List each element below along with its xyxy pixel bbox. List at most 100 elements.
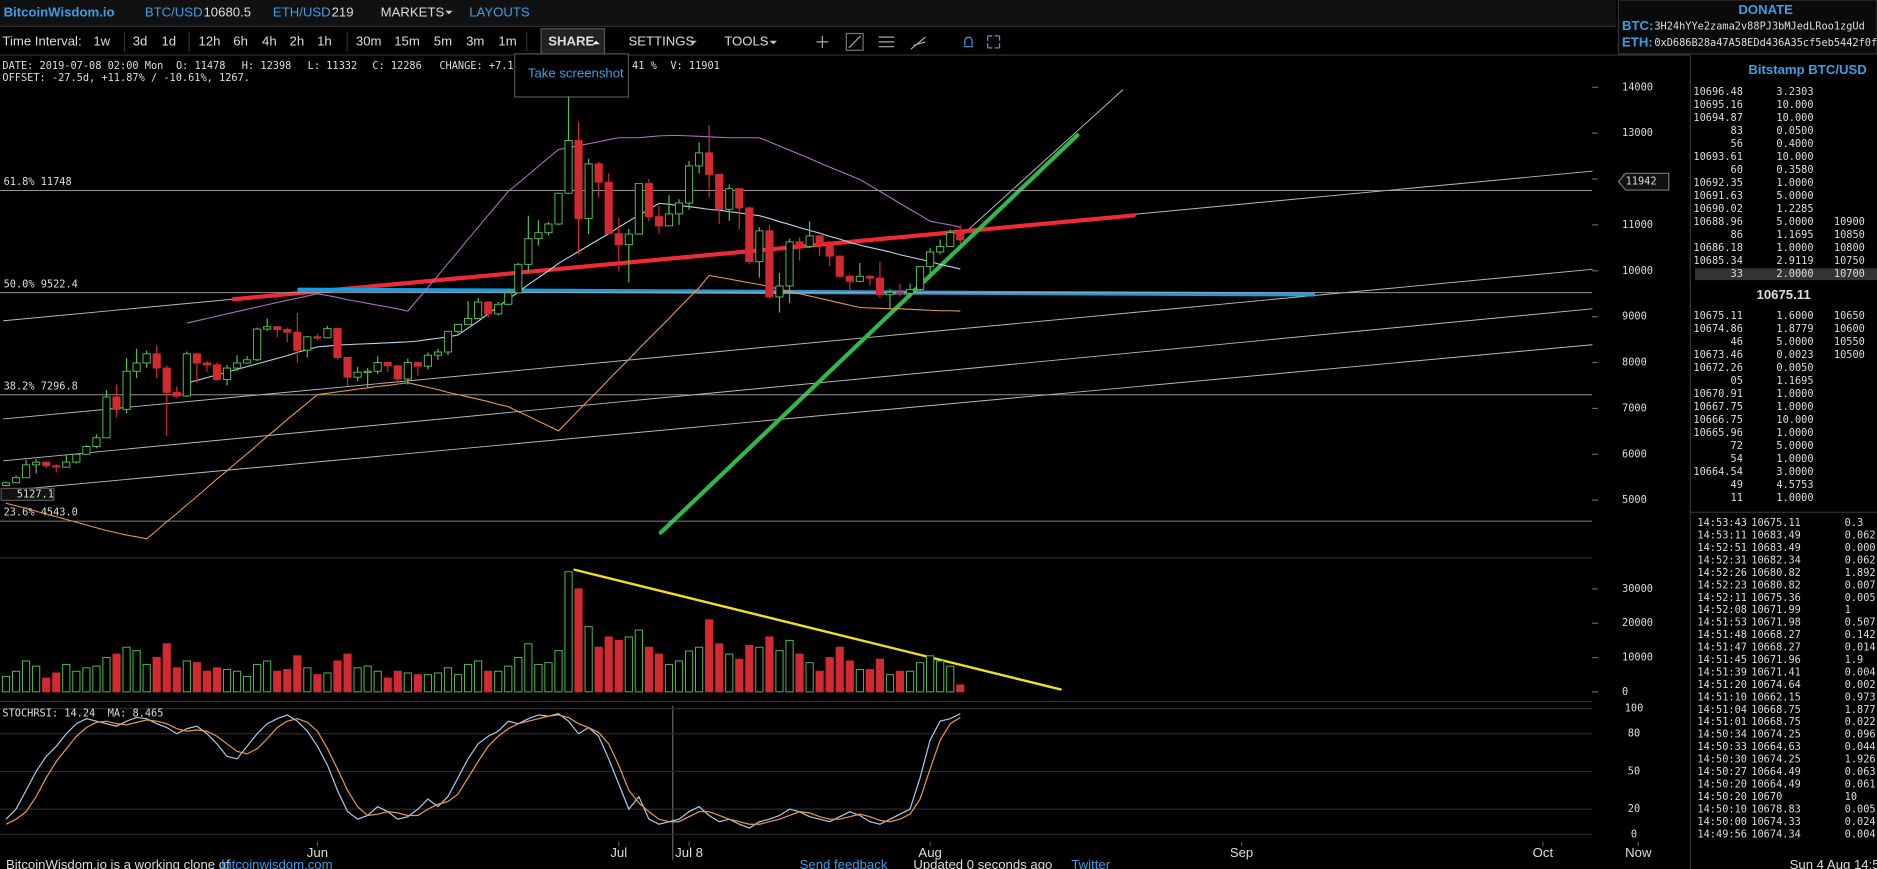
share-button[interactable]: SHARE	[548, 33, 594, 48]
x-tick-label: Sep	[1230, 845, 1253, 860]
interval-button[interactable]: 30m	[356, 33, 382, 48]
volume-bar	[916, 662, 925, 693]
icon-cross[interactable]	[816, 35, 829, 48]
last-price-tag-label: 11942	[1626, 176, 1657, 188]
highlight-row	[1695, 268, 1877, 281]
tool-icons[interactable]	[816, 32, 1001, 51]
ticker-pair[interactable]: ETH/USD	[273, 5, 331, 20]
candle-body	[293, 331, 302, 351]
interval-button[interactable]: 1h	[317, 33, 332, 48]
icon-fullscreen[interactable]	[986, 35, 1001, 49]
trade-time: 14:51:53	[1697, 617, 1747, 629]
stoch-ma-title: MA: 8.465	[108, 707, 164, 719]
logo[interactable]: BitcoinWisdom.io	[4, 5, 115, 20]
volume-bar	[534, 663, 543, 693]
trade-price: 10675.11	[1751, 517, 1801, 529]
stoch-tick-label: 80	[1628, 728, 1640, 740]
trend-line	[957, 89, 1124, 240]
interval-button[interactable]: 5m	[434, 33, 452, 48]
volume-bar	[905, 670, 915, 693]
orderbook-title: Bitstamp BTC/USD	[1748, 62, 1866, 77]
icon-alert[interactable]	[963, 36, 974, 48]
candle-body	[92, 437, 101, 447]
trade-time: 14:50:33	[1697, 741, 1747, 753]
candle-body	[805, 235, 814, 247]
book-price: 86	[1731, 229, 1743, 241]
interval-button[interactable]: 3d	[133, 33, 148, 48]
interval-button[interactable]: 1m	[498, 33, 516, 48]
interval-button[interactable]: 3m	[466, 33, 484, 48]
donate-address: 3H24hYYe2zama2v88PJ3bMJedLRoo1zgUd	[1654, 20, 1864, 32]
book-amount: 1.8779	[1776, 323, 1813, 335]
icon-fib[interactable]	[878, 36, 895, 48]
trade-amount: 0.044	[1845, 741, 1876, 753]
icon-pitchfork[interactable]	[910, 36, 926, 50]
tooltip-text[interactable]: Take screenshot	[528, 66, 624, 81]
footer-link[interactable]: Send feedback	[800, 857, 888, 869]
volume-bar	[584, 626, 593, 693]
volume-bar	[433, 672, 443, 693]
donate-box	[1617, 0, 1877, 55]
trade-amount: 0.3	[1845, 517, 1864, 529]
book-amount: 1.6000	[1776, 310, 1813, 322]
book-depth: 10800	[1834, 242, 1865, 254]
candle-body	[695, 152, 704, 167]
share-button-bg[interactable]	[540, 28, 606, 56]
volume-bar	[32, 665, 41, 693]
trade-amount: 0.142	[1845, 629, 1876, 641]
trade-amount: 0.062	[1845, 530, 1876, 542]
volume-bar	[815, 670, 824, 693]
icon-line-box[interactable]	[845, 32, 864, 51]
volume-bar	[865, 669, 874, 693]
donate-title[interactable]: DONATE	[1738, 2, 1793, 17]
menu-item[interactable]: MARKETS	[381, 5, 445, 20]
settings-button[interactable]: SETTINGS	[628, 33, 694, 48]
trade-price: 10662.15	[1751, 691, 1801, 703]
candle-body	[373, 362, 382, 372]
candle-body	[674, 202, 684, 215]
volume-bar	[765, 636, 774, 693]
ohlc-info: C: 12286	[372, 60, 422, 72]
book-price: 10667.75	[1693, 401, 1743, 413]
trade-price: 10674.25	[1751, 754, 1801, 766]
interval-button[interactable]: 1w	[93, 33, 110, 48]
trend-line-red	[231, 213, 1136, 302]
trade-time: 14:51:45	[1697, 654, 1747, 666]
book-amount: 3.2303	[1776, 86, 1813, 98]
volume-bar	[363, 665, 372, 693]
interval-button[interactable]: 4h	[262, 33, 277, 48]
book-depth: 10650	[1834, 310, 1865, 322]
interval-button[interactable]: 15m	[394, 33, 420, 48]
book-depth: 10850	[1834, 229, 1865, 241]
trade-price: 10683.49	[1751, 530, 1801, 542]
volume-bar	[323, 672, 332, 693]
candle-body	[22, 464, 31, 479]
footer-link[interactable]: Twitter	[1071, 857, 1110, 869]
trade-amount: 0.063	[1845, 766, 1876, 778]
tools-button[interactable]: TOOLS	[724, 33, 769, 48]
volume-bar	[725, 653, 734, 693]
trade-amount: 0.096	[1845, 729, 1876, 741]
menu-item[interactable]: LAYOUTS	[469, 5, 530, 20]
interval-button[interactable]: 12h	[199, 33, 221, 48]
candle-body	[263, 326, 272, 330]
trade-time: 14:50:20	[1697, 791, 1747, 803]
stoch-tick-label: 100	[1625, 703, 1644, 715]
interval-button[interactable]: 2h	[290, 33, 305, 48]
ticker-pair[interactable]: BTC/USD	[145, 5, 203, 20]
volume-bar	[504, 665, 513, 693]
trade-amount: 1.926	[1845, 754, 1876, 766]
candle-body	[514, 263, 523, 294]
candle-body	[594, 163, 603, 183]
trade-price: 10670	[1751, 791, 1782, 803]
book-amount: 10.000	[1776, 151, 1813, 163]
footer-link[interactable]: bitcoinwisdom.com	[221, 857, 332, 869]
icon-line[interactable]	[848, 35, 862, 49]
volume-bar	[624, 636, 633, 693]
interval-button[interactable]: 1d	[161, 33, 176, 48]
book-price: 10685.34	[1693, 255, 1743, 267]
interval-button[interactable]: 6h	[233, 33, 248, 48]
trade-time: 14:51:39	[1697, 666, 1747, 678]
